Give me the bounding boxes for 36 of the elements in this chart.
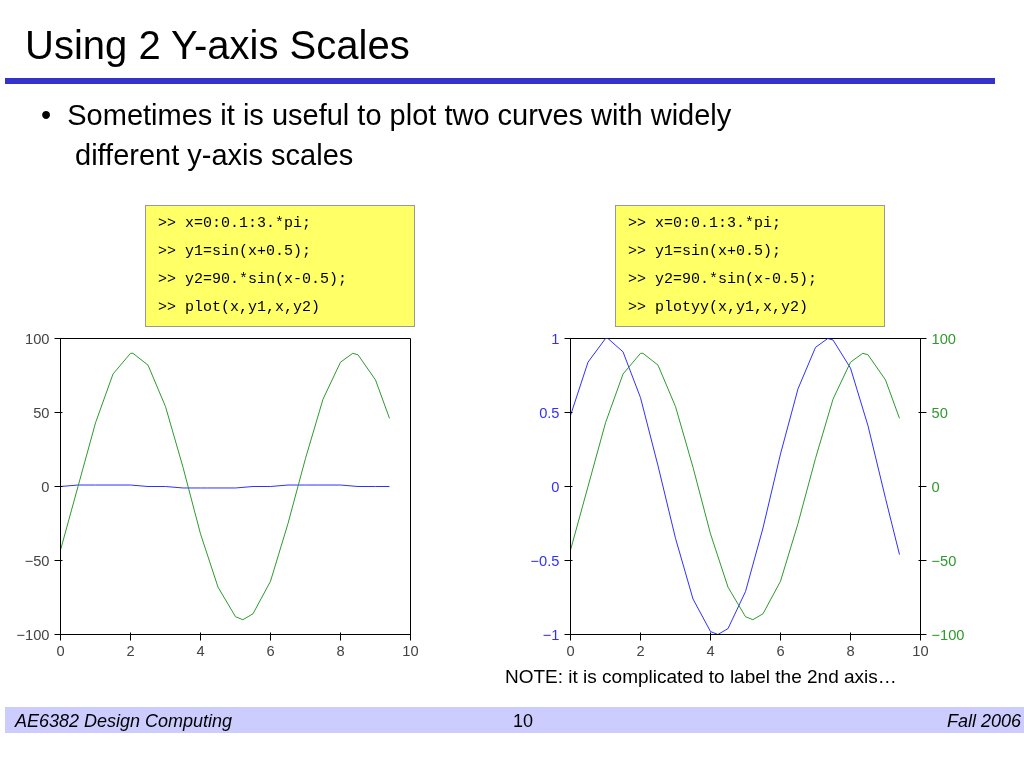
y2-tick-label: −50 <box>931 552 957 569</box>
x-tick-label: 8 <box>846 642 855 659</box>
text: >> x=0:0.1:3.*pi; >> y1=sin(x+0.5); >> y2=90.*sin(x-0.5); >> plot(x,y1,x,y2) <box>145 205 415 327</box>
text: 10 <box>513 710 534 733</box>
x-tick-label: 8 <box>336 642 345 659</box>
text: NOTE: it is complicated to label the 2nd axis… <box>504 665 897 689</box>
y-tick-label: 0 <box>551 478 560 495</box>
y-tick-label: −100 <box>16 626 50 643</box>
y2-tick-label: 50 <box>931 404 948 421</box>
x-tick-label: 2 <box>126 642 135 659</box>
y2-tick-label: −100 <box>931 626 965 643</box>
y2-tick-label: 100 <box>931 330 956 347</box>
line-series <box>60 352 390 621</box>
y-tick-label: −1 <box>542 626 560 643</box>
x-tick-label: 10 <box>912 642 929 659</box>
x-tick-label: 6 <box>266 642 275 659</box>
x-tick-label: 6 <box>776 642 785 659</box>
y2-tick-label: 0 <box>931 478 940 495</box>
y-tick-label: 1 <box>551 330 560 347</box>
y-tick-label: −0.5 <box>530 552 560 569</box>
chart-subtitle: • Sometimes it is useful to plot two curves with widely different y-axis scales <box>40 98 733 173</box>
text: Fall 2006 <box>946 710 1021 733</box>
chart-title: Using 2 Y-axis Scales <box>5 5 995 85</box>
x-tick-label: 2 <box>636 642 645 659</box>
y-tick-label: −50 <box>24 552 50 569</box>
x-tick-label: 0 <box>566 642 575 659</box>
y-tick-label: 100 <box>25 330 50 347</box>
text: AE6382 Design Computing <box>15 710 233 733</box>
y-tick-label: 0.5 <box>539 404 560 421</box>
y-tick-label: 0 <box>41 478 50 495</box>
x-tick-label: 4 <box>706 642 715 659</box>
x-tick-label: 10 <box>402 642 419 659</box>
text: >> x=0:0.1:3.*pi; >> y1=sin(x+0.5); >> y2=90.*sin(x-0.5); >> plotyy(x,y1,x,y2) <box>615 205 885 327</box>
y-tick-label: 50 <box>33 404 50 421</box>
x-tick-label: 0 <box>56 642 65 659</box>
x-tick-label: 4 <box>196 642 205 659</box>
